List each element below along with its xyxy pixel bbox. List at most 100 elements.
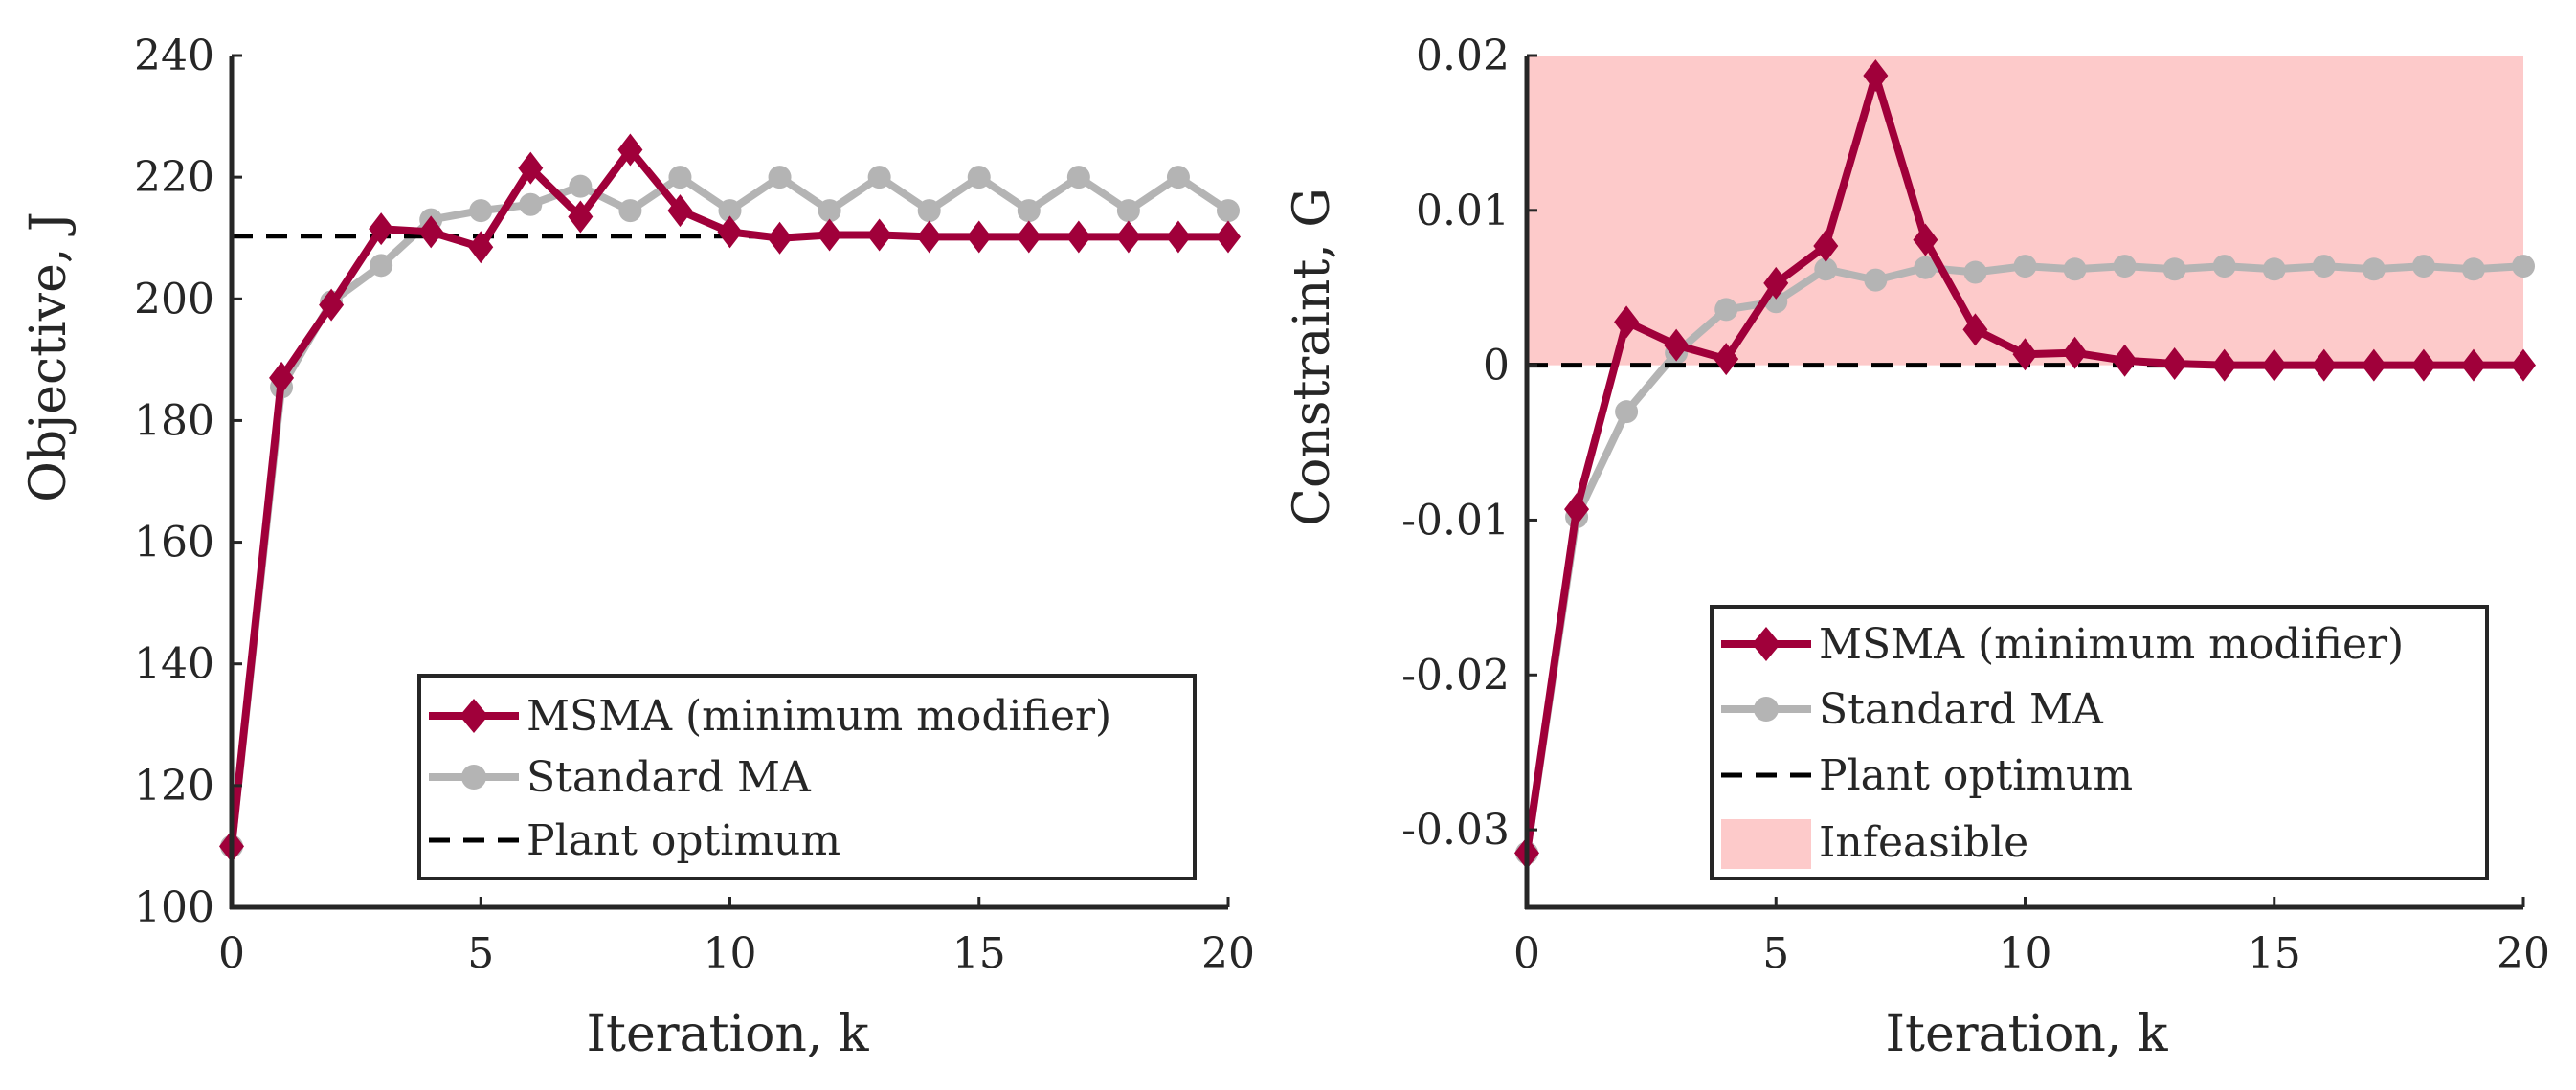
constraint-msma-point <box>2162 347 2187 381</box>
constraint-standard-point <box>1814 257 1838 281</box>
constraint-msma-point <box>1913 223 1938 256</box>
objective-msma-point <box>269 361 295 394</box>
objective-msma-point <box>966 220 992 254</box>
objective-msma-point <box>1065 220 1091 254</box>
constraint-x-tick-label: 5 <box>1762 929 1789 978</box>
objective-standard-point <box>967 166 991 189</box>
objective-msma-point <box>866 218 892 252</box>
constraint-chart-ticks: 0 5 10 15 20 -0.03 -0.02 -0.01 0 0.01 0.02 <box>1401 32 2550 978</box>
constraint-msma-point <box>2460 348 2486 382</box>
objective-chart-ticks: 0 5 10 15 20 100 120 140 160 180 200 220 240 <box>134 32 1255 978</box>
objective-standard-point <box>1166 166 1190 189</box>
objective-chart: 0 5 10 15 20 100 120 140 160 180 200 220 240 Iterati… <box>20 32 1255 1063</box>
objective-standard-point <box>469 199 493 223</box>
constraint-x-tick-label: 10 <box>1999 929 2052 978</box>
constraint-standard-point <box>1914 256 1938 279</box>
constraint-legend-infeasible-label: Infeasible <box>1819 818 2028 867</box>
constraint-msma-point <box>1863 59 1889 93</box>
objective-standard-point <box>668 166 692 189</box>
constraint-msma-series <box>1514 59 2536 870</box>
constraint-msma-point <box>2012 338 2038 371</box>
constraint-legend-msma-marker <box>1752 627 1781 661</box>
objective-msma-point <box>1216 220 1241 254</box>
constraint-standard-point <box>2512 255 2535 278</box>
objective-standard-point <box>618 199 642 223</box>
constraint-x-tick-label: 0 <box>1513 929 1540 978</box>
constraint-standard-point <box>2312 255 2336 278</box>
objective-msma-point <box>1115 220 1141 254</box>
constraint-y-tick-label: 0.02 <box>1416 32 1510 80</box>
constraint-standard-point <box>1963 260 1987 284</box>
objective-x-tick-label: 20 <box>1201 929 1255 978</box>
objective-standard-point <box>370 254 393 278</box>
objective-msma-point <box>717 215 743 249</box>
objective-standard-point <box>818 199 841 223</box>
constraint-msma-point <box>1962 313 1988 346</box>
constraint-y-tick-label: -0.03 <box>1401 806 1510 855</box>
constraint-legend-infeasible-swatch <box>1721 819 1811 869</box>
constraint-msma-point <box>1763 266 1789 300</box>
objective-legend: MSMA (minimum modifier) Standard MA Plan… <box>417 674 1197 880</box>
objective-standard-point <box>768 166 792 189</box>
objective-legend-msma-label: MSMA (minimum modifier) <box>526 692 1111 741</box>
constraint-standard-point <box>2113 255 2137 278</box>
constraint-msma-point <box>2211 348 2237 382</box>
objective-y-axis-label: Objective, J <box>20 211 78 502</box>
constraint-y-axis-label: Constraint, G <box>1284 188 1341 526</box>
objective-standard-point <box>569 174 593 198</box>
objective-msma-point <box>418 215 444 249</box>
constraint-standard-point <box>2212 255 2236 278</box>
constraint-legend-box <box>1710 605 2489 880</box>
objective-legend-box <box>417 674 1197 880</box>
constraint-msma-point <box>2511 348 2536 382</box>
constraint-msma-point <box>2410 348 2436 382</box>
constraint-standard-point <box>1615 400 1639 424</box>
constraint-msma-point <box>2112 344 2138 377</box>
constraint-msma-point <box>1614 305 1640 339</box>
constraint-y-tick-label: -0.01 <box>1401 496 1510 545</box>
constraint-standard-point <box>2411 255 2435 278</box>
constraint-y-tick-label: 0 <box>1483 342 1510 390</box>
objective-msma-point <box>817 218 842 252</box>
constraint-msma-point <box>2062 336 2088 369</box>
objective-y-tick-label: 220 <box>134 153 214 202</box>
objective-msma-point <box>369 212 394 246</box>
constraint-standard-point <box>2362 257 2386 281</box>
objective-x-tick-label: 15 <box>952 929 1006 978</box>
constraint-x-tick-label: 20 <box>2497 929 2550 978</box>
objective-msma-point <box>916 220 942 254</box>
constraint-x-axis-label: Iteration, k <box>1886 1006 2168 1063</box>
constraint-chart: 0 5 10 15 20 -0.03 -0.02 -0.01 0 0.01 0.02 Iterati… <box>1284 32 2550 1063</box>
constraint-standard-point <box>2013 255 2037 278</box>
objective-legend-standard-marker <box>461 765 486 790</box>
objective-msma-point <box>1165 220 1191 254</box>
objective-msma-point <box>1016 220 1042 254</box>
objective-standard-point <box>519 192 543 216</box>
objective-standard-point <box>867 166 891 189</box>
constraint-standard-point <box>2262 257 2286 281</box>
constraint-legend: MSMA (minimum modifier) Standard MA Plan… <box>1710 605 2489 880</box>
constraint-standard-point <box>1714 298 1738 322</box>
constraint-msma-point <box>2261 348 2287 382</box>
constraint-msma-point <box>1714 343 1739 376</box>
objective-x-tick-label: 0 <box>218 929 245 978</box>
objective-msma-point <box>568 200 594 234</box>
objective-x-tick-label: 5 <box>467 929 494 978</box>
objective-msma-point <box>518 151 544 185</box>
constraint-msma-point <box>2311 348 2337 382</box>
constraint-infeasible-region <box>1527 56 2523 366</box>
objective-y-tick-label: 240 <box>134 32 214 80</box>
objective-msma-point <box>667 194 693 228</box>
objective-standard-point <box>917 199 941 223</box>
constraint-chart-series <box>1514 59 2536 870</box>
objective-y-tick-label: 180 <box>134 396 214 445</box>
constraint-y-tick-label: -0.02 <box>1401 651 1510 700</box>
objective-standard-point <box>1217 199 1240 223</box>
objective-standard-point <box>1017 199 1041 223</box>
constraint-x-tick-label: 15 <box>2248 929 2301 978</box>
constraint-legend-optimum-label: Plant optimum <box>1819 751 2133 800</box>
constraint-msma-point <box>1664 328 1690 362</box>
constraint-standard-point <box>2162 257 2186 281</box>
objective-x-tick-label: 10 <box>704 929 757 978</box>
